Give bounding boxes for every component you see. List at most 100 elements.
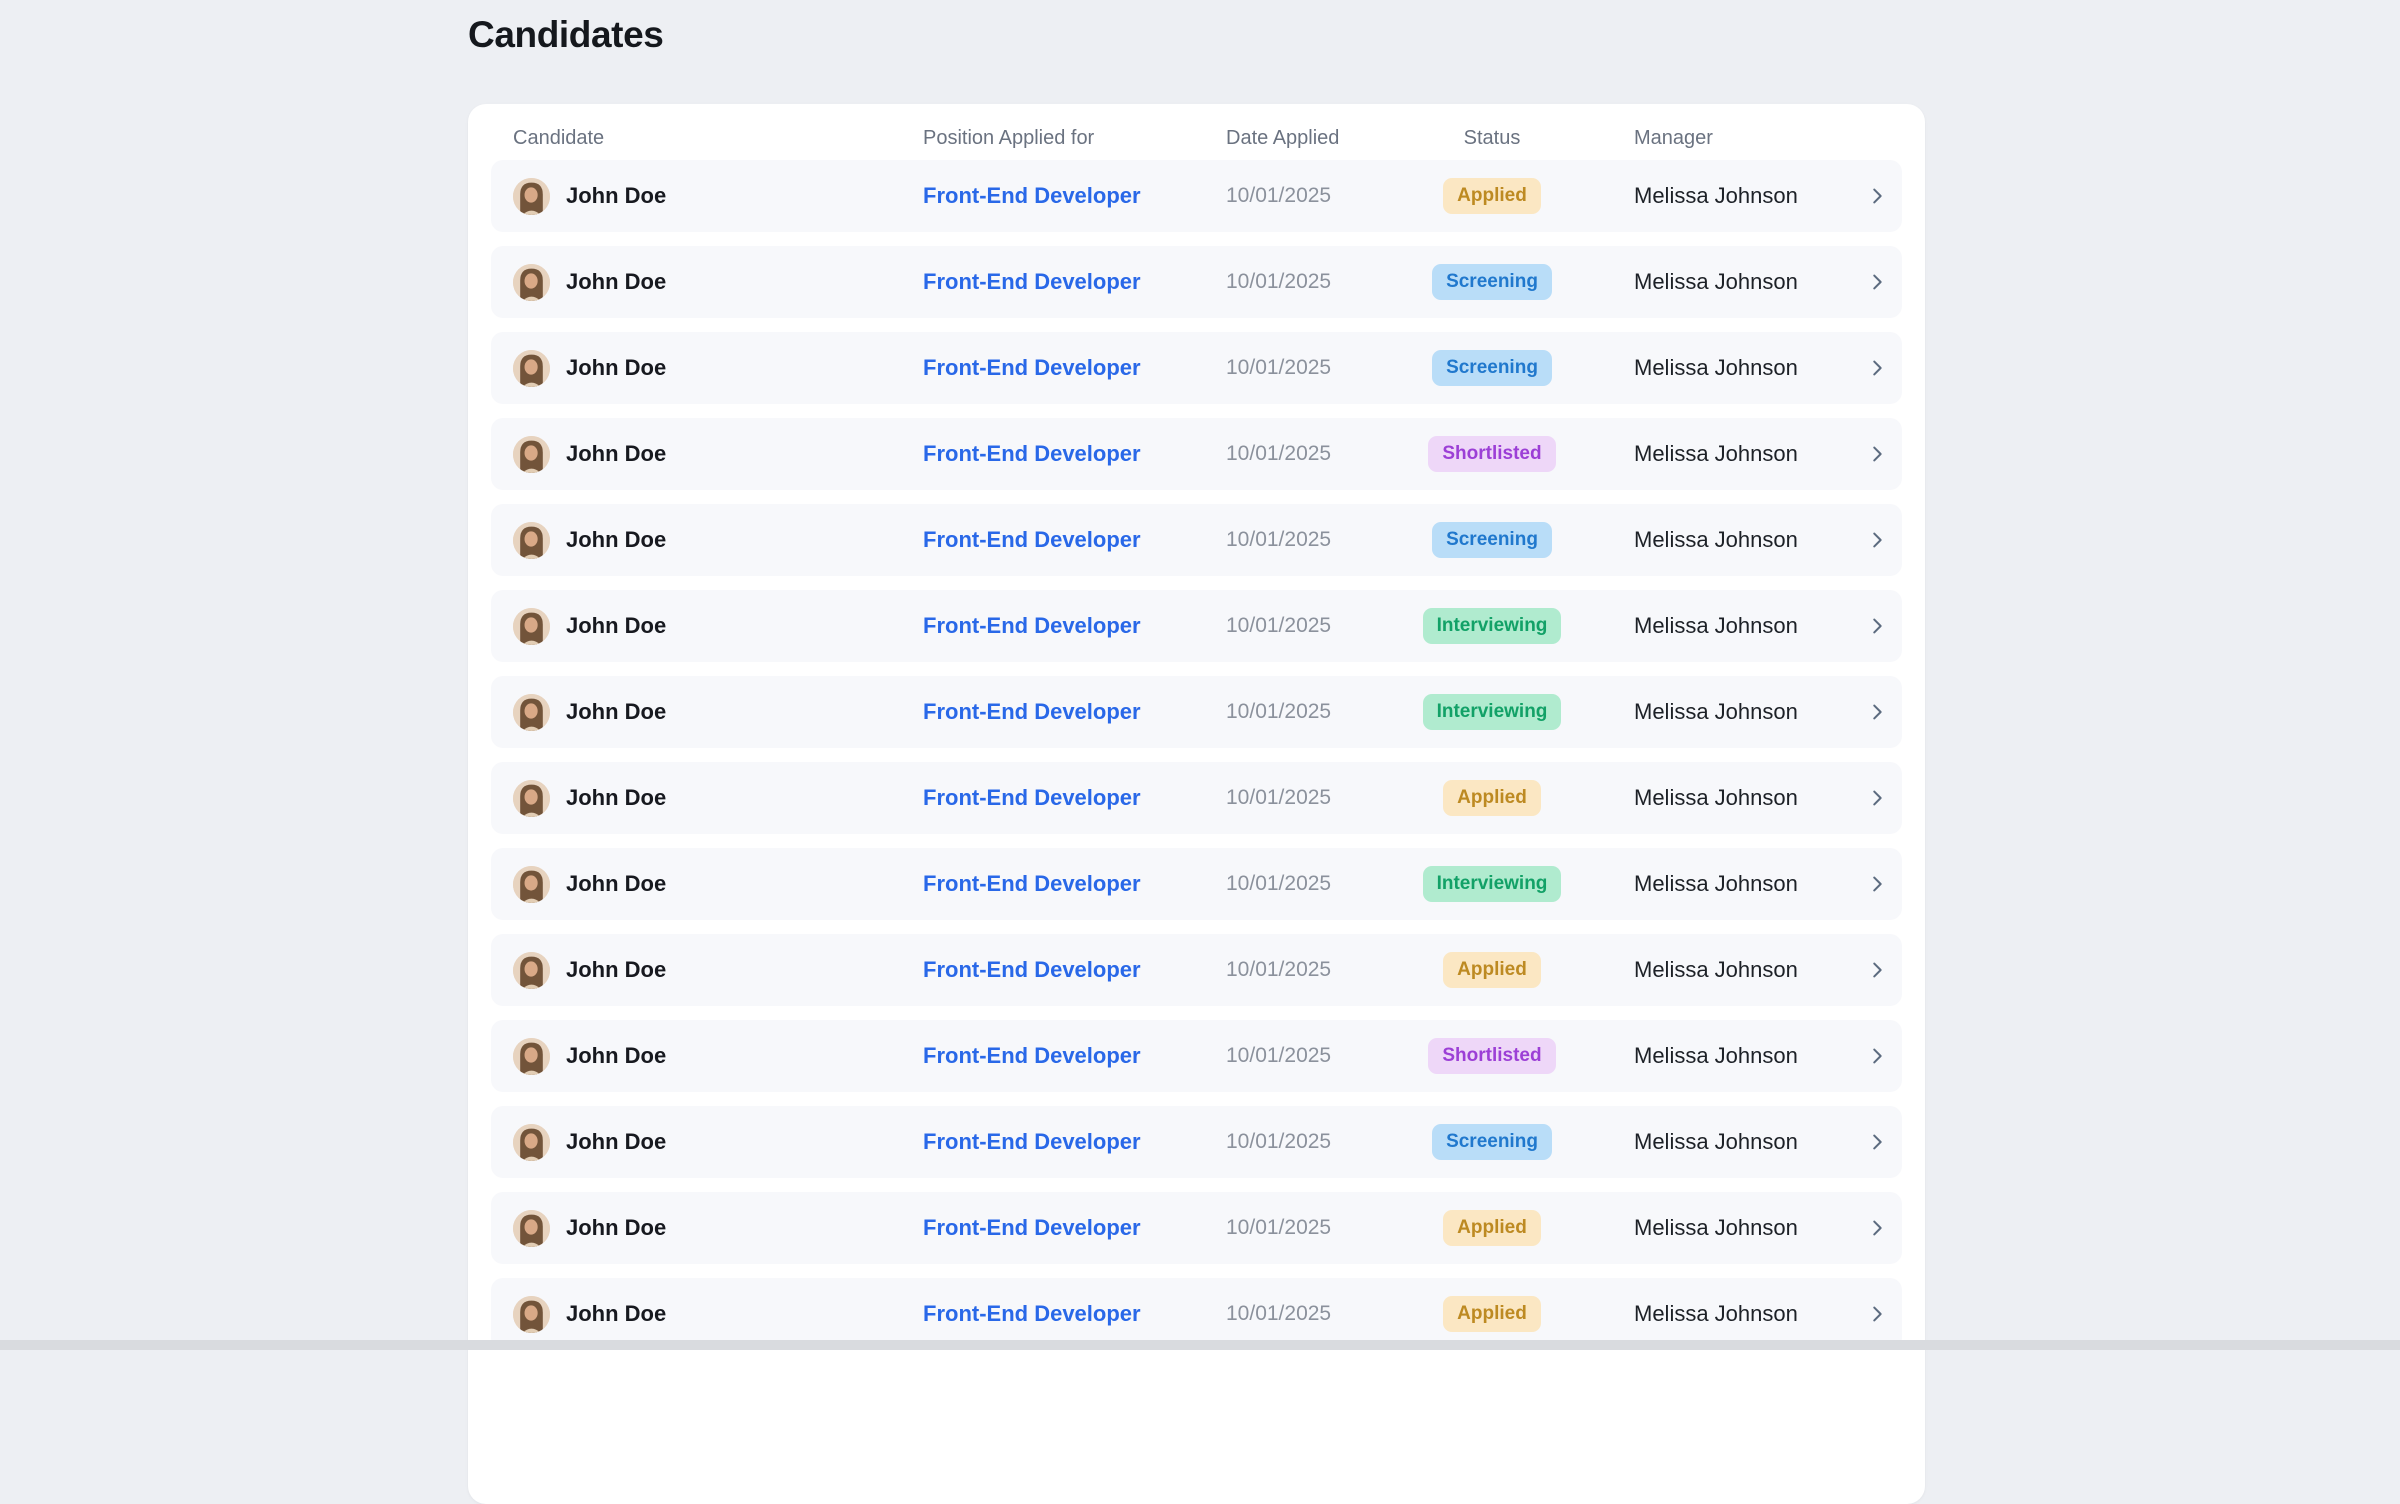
candidate-row[interactable]: John Doe Front-End Developer 10/01/2025 … — [491, 1278, 1902, 1350]
chevron-right-icon[interactable] — [1866, 529, 1888, 551]
status-badge: Screening — [1432, 350, 1552, 386]
status-badge: Screening — [1432, 1124, 1552, 1160]
date-applied: 10/01/2025 — [1226, 1130, 1332, 1153]
chevron-right-icon[interactable] — [1866, 787, 1888, 809]
date-applied: 10/01/2025 — [1226, 700, 1332, 723]
candidate-row[interactable]: John Doe Front-End Developer 10/01/2025 … — [491, 848, 1902, 920]
candidate-name: John Doe — [566, 699, 667, 724]
position-link[interactable]: Front-End Developer — [923, 1129, 1141, 1154]
candidate-name: John Doe — [566, 1043, 667, 1068]
position-link[interactable]: Front-End Developer — [923, 785, 1141, 810]
candidate-row[interactable]: John Doe Front-End Developer 10/01/2025 … — [491, 1020, 1902, 1092]
manager-name: Melissa Johnson — [1634, 1043, 1798, 1068]
candidate-name: John Doe — [566, 1301, 667, 1326]
date-applied: 10/01/2025 — [1226, 1216, 1332, 1239]
candidate-row[interactable]: John Doe Front-End Developer 10/01/2025 … — [491, 1192, 1902, 1264]
candidate-name: John Doe — [566, 527, 667, 552]
candidate-avatar — [513, 607, 550, 645]
manager-name: Melissa Johnson — [1634, 355, 1798, 380]
candidate-avatar — [513, 435, 550, 473]
candidate-avatar — [513, 779, 550, 817]
candidate-row[interactable]: John Doe Front-End Developer 10/01/2025 … — [491, 504, 1902, 576]
candidate-row[interactable]: John Doe Front-End Developer 10/01/2025 … — [491, 418, 1902, 490]
date-applied: 10/01/2025 — [1226, 270, 1332, 293]
column-header-manager: Manager — [1634, 126, 1713, 149]
status-badge: Applied — [1443, 178, 1541, 214]
candidates-table-card: Candidate Position Applied for Date Appl… — [468, 104, 1925, 1504]
candidate-name: John Doe — [566, 1215, 667, 1240]
date-applied: 10/01/2025 — [1226, 184, 1332, 207]
chevron-right-icon[interactable] — [1866, 1131, 1888, 1153]
candidate-row[interactable]: John Doe Front-End Developer 10/01/2025 … — [491, 934, 1902, 1006]
candidate-row[interactable]: John Doe Front-End Developer 10/01/2025 … — [491, 332, 1902, 404]
chevron-right-icon[interactable] — [1866, 357, 1888, 379]
candidate-row[interactable]: John Doe Front-End Developer 10/01/2025 … — [491, 590, 1902, 662]
position-link[interactable]: Front-End Developer — [923, 527, 1141, 552]
candidate-row[interactable]: John Doe Front-End Developer 10/01/2025 … — [491, 1106, 1902, 1178]
candidate-row[interactable]: John Doe Front-End Developer 10/01/2025 … — [491, 762, 1902, 834]
chevron-right-icon[interactable] — [1866, 615, 1888, 637]
status-badge: Applied — [1443, 780, 1541, 816]
bottom-edge-strip — [0, 1340, 2400, 1350]
chevron-right-icon[interactable] — [1866, 185, 1888, 207]
status-badge: Applied — [1443, 1296, 1541, 1332]
manager-name: Melissa Johnson — [1634, 871, 1798, 896]
date-applied: 10/01/2025 — [1226, 614, 1332, 637]
chevron-right-icon[interactable] — [1866, 701, 1888, 723]
candidate-avatar — [513, 1123, 550, 1161]
position-link[interactable]: Front-End Developer — [923, 269, 1141, 294]
position-link[interactable]: Front-End Developer — [923, 1215, 1141, 1240]
status-badge: Applied — [1443, 1210, 1541, 1246]
chevron-right-icon[interactable] — [1866, 1303, 1888, 1325]
chevron-right-icon[interactable] — [1866, 443, 1888, 465]
date-applied: 10/01/2025 — [1226, 528, 1332, 551]
chevron-right-icon[interactable] — [1866, 959, 1888, 981]
candidate-avatar — [513, 1209, 550, 1247]
candidate-avatar — [513, 951, 550, 989]
column-header-status: Status — [1463, 126, 1521, 149]
position-link[interactable]: Front-End Developer — [923, 871, 1141, 896]
table-body: John Doe Front-End Developer 10/01/2025 … — [468, 160, 1925, 1350]
date-applied: 10/01/2025 — [1226, 786, 1332, 809]
candidate-name: John Doe — [566, 785, 667, 810]
manager-name: Melissa Johnson — [1634, 1215, 1798, 1240]
manager-name: Melissa Johnson — [1634, 1301, 1798, 1326]
chevron-right-icon[interactable] — [1866, 1217, 1888, 1239]
position-link[interactable]: Front-End Developer — [923, 183, 1141, 208]
column-header-date-applied: Date Applied — [1226, 126, 1340, 149]
candidate-avatar — [513, 521, 550, 559]
position-link[interactable]: Front-End Developer — [923, 613, 1141, 638]
manager-name: Melissa Johnson — [1634, 1129, 1798, 1154]
status-badge: Interviewing — [1422, 694, 1562, 730]
position-link[interactable]: Front-End Developer — [923, 699, 1141, 724]
position-link[interactable]: Front-End Developer — [923, 441, 1141, 466]
position-link[interactable]: Front-End Developer — [923, 1043, 1141, 1068]
candidate-avatar — [513, 693, 550, 731]
status-badge: Interviewing — [1422, 866, 1562, 902]
candidate-row[interactable]: John Doe Front-End Developer 10/01/2025 … — [491, 246, 1902, 318]
manager-name: Melissa Johnson — [1634, 441, 1798, 466]
candidate-row[interactable]: John Doe Front-End Developer 10/01/2025 … — [491, 676, 1902, 748]
candidate-row[interactable]: John Doe Front-End Developer 10/01/2025 … — [491, 160, 1902, 232]
candidate-name: John Doe — [566, 871, 667, 896]
chevron-right-icon[interactable] — [1866, 873, 1888, 895]
position-link[interactable]: Front-End Developer — [923, 957, 1141, 982]
status-badge: Screening — [1432, 264, 1552, 300]
candidate-name: John Doe — [566, 183, 667, 208]
manager-name: Melissa Johnson — [1634, 699, 1798, 724]
chevron-right-icon[interactable] — [1866, 1045, 1888, 1067]
date-applied: 10/01/2025 — [1226, 958, 1332, 981]
date-applied: 10/01/2025 — [1226, 356, 1332, 379]
candidate-name: John Doe — [566, 355, 667, 380]
position-link[interactable]: Front-End Developer — [923, 355, 1141, 380]
manager-name: Melissa Johnson — [1634, 183, 1798, 208]
column-header-position: Position Applied for — [923, 126, 1095, 149]
candidate-avatar — [513, 263, 550, 301]
table-header-row: Candidate Position Applied for Date Appl… — [491, 104, 1902, 160]
position-link[interactable]: Front-End Developer — [923, 1301, 1141, 1326]
chevron-right-icon[interactable] — [1866, 271, 1888, 293]
date-applied: 10/01/2025 — [1226, 1044, 1332, 1067]
candidate-name: John Doe — [566, 613, 667, 638]
candidate-name: John Doe — [566, 441, 667, 466]
candidate-avatar — [513, 349, 550, 387]
